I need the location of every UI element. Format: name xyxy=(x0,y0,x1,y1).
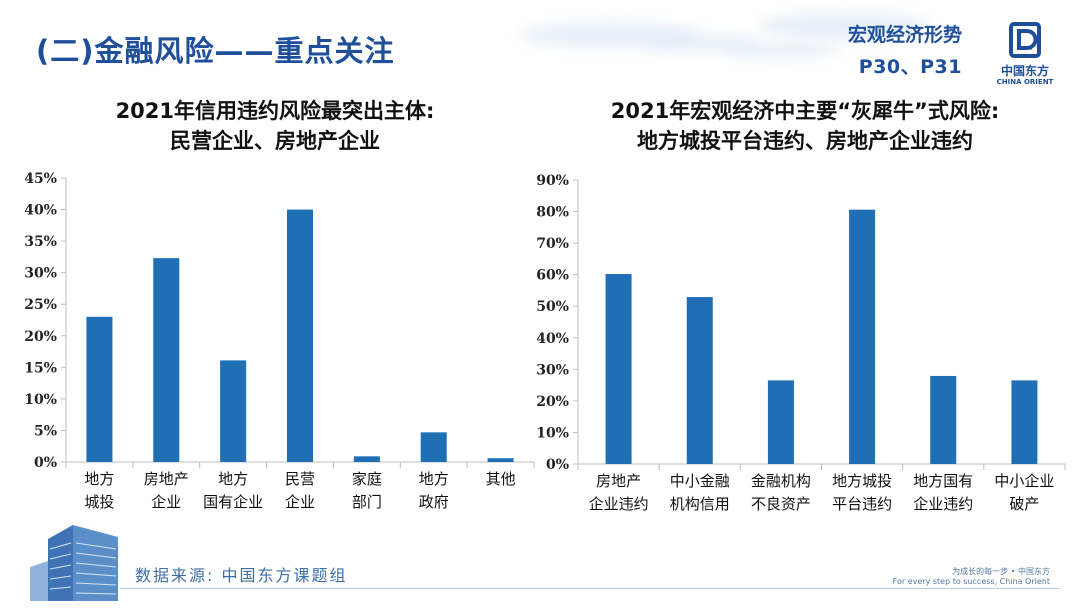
x-category-label: 企业违约 xyxy=(913,495,973,513)
bar xyxy=(849,209,876,464)
logo-icon xyxy=(1009,22,1041,58)
bar xyxy=(153,258,180,462)
x-category-label: 地方城投 xyxy=(832,472,892,490)
bar xyxy=(686,297,713,464)
y-tick-label: 40% xyxy=(24,203,57,219)
bar xyxy=(767,380,794,464)
x-category-label: 其他 xyxy=(486,470,516,488)
bar-chart-credit-default: 0% 5% 10% 15% 20% 25% 30% 35% 40% 45% 地方城投 房地产企业 地方国… xyxy=(24,171,535,511)
chart-title-left-line2: 民营企业、房地产企业 xyxy=(170,129,380,153)
bar-chart-grey-rhino-risks: 0% 10% 20% 30% 40% 50% 60% 70% 80% 90% 房地产企业违约 中小金融… xyxy=(536,173,1066,513)
x-category-label: 中小企业 xyxy=(994,472,1054,490)
bar xyxy=(220,360,247,462)
y-tick-label: 0% xyxy=(546,457,569,473)
x-category-label: 地方 xyxy=(419,470,449,488)
chart-title-left-line1: 2021年信用违约风险最突出主体: xyxy=(115,99,435,123)
y-tick-label: 70% xyxy=(536,236,569,252)
x-category-label: 地方国有 xyxy=(913,472,973,490)
y-tick-label: 5% xyxy=(34,423,57,439)
x-category-label: 部门 xyxy=(352,493,382,511)
cloud-decoration xyxy=(760,12,930,40)
x-category-label: 平台违约 xyxy=(832,495,892,513)
y-tick-label: 90% xyxy=(536,173,569,189)
x-category-label: 企业 xyxy=(285,493,315,511)
x-category-label: 破产 xyxy=(1009,495,1039,513)
x-category-label: 城投 xyxy=(84,493,114,511)
y-tick-label: 30% xyxy=(24,266,57,282)
bar xyxy=(487,458,514,462)
y-tick-label: 10% xyxy=(536,425,569,441)
y-tick-label: 10% xyxy=(24,392,57,408)
y-tick-label: 80% xyxy=(536,205,569,221)
y-tick-label: 0% xyxy=(34,455,57,471)
x-category-label: 国有企业 xyxy=(203,493,263,511)
chart-title-right: 2021年宏观经济中主要“灰犀牛”式风险: 地方城投平台违约、房地产企业违约 xyxy=(555,96,1055,156)
x-category-label: 地方 xyxy=(218,470,248,488)
chart-title-right-line1: 2021年宏观经济中主要“灰犀牛”式风险: xyxy=(610,99,1000,123)
x-category-label: 家庭 xyxy=(352,470,382,488)
footer-divider xyxy=(120,588,1060,589)
logo-name-en: CHINA ORIENT xyxy=(996,78,1054,86)
slogan-cn: 为成长的每一步 • 中国东方 xyxy=(952,567,1050,576)
reference-pages: P30、P31 xyxy=(858,56,962,78)
x-category-label: 金融机构 xyxy=(751,472,811,490)
bar xyxy=(420,432,447,462)
x-category-label: 地方 xyxy=(84,470,114,488)
slogan: 为成长的每一步 • 中国东方 For every step to success… xyxy=(893,567,1050,587)
y-tick-label: 20% xyxy=(536,394,569,410)
x-category-label: 不良资产 xyxy=(751,495,811,513)
y-tick-label: 50% xyxy=(536,299,569,315)
x-category-label: 房地产 xyxy=(144,470,189,488)
x-category-label: 房地产 xyxy=(596,472,641,490)
logo-name: 中国东方 xyxy=(1000,64,1049,78)
section-title: (二)金融风险——重点关注 xyxy=(36,34,395,68)
reference-title: 宏观经济形势 xyxy=(847,24,962,46)
bar xyxy=(287,209,313,462)
bar xyxy=(930,375,957,464)
y-tick-label: 40% xyxy=(536,331,569,347)
y-tick-label: 25% xyxy=(24,297,57,313)
y-tick-label: 15% xyxy=(24,360,57,376)
slogan-en: For every step to success, China Orient xyxy=(892,577,1050,586)
bar xyxy=(1011,380,1038,464)
building-illustration xyxy=(30,525,118,601)
y-tick-label: 30% xyxy=(536,362,569,378)
x-category-label: 企业违约 xyxy=(589,495,649,513)
x-category-label: 中小金融 xyxy=(670,472,730,490)
x-category-label: 政府 xyxy=(419,493,449,511)
y-tick-label: 60% xyxy=(536,268,569,284)
bar xyxy=(86,316,113,462)
y-tick-label: 45% xyxy=(24,171,57,187)
bar xyxy=(353,456,380,462)
x-category-label: 机构信用 xyxy=(670,495,730,513)
y-tick-label: 35% xyxy=(24,234,57,250)
x-category-label: 民营 xyxy=(285,470,315,488)
company-logo: 中国东方 CHINA ORIENT xyxy=(990,22,1060,92)
y-tick-label: 20% xyxy=(24,329,57,345)
cloud-decoration xyxy=(720,42,840,58)
chart-title-left: 2021年信用违约风险最突出主体: 民营企业、房地产企业 xyxy=(60,96,490,156)
chart-title-right-line2: 地方城投平台违约、房地产企业违约 xyxy=(637,129,973,153)
x-category-label: 企业 xyxy=(151,493,181,511)
data-source: 数据来源: 中国东方课题组 xyxy=(135,566,348,585)
bar xyxy=(605,274,632,464)
